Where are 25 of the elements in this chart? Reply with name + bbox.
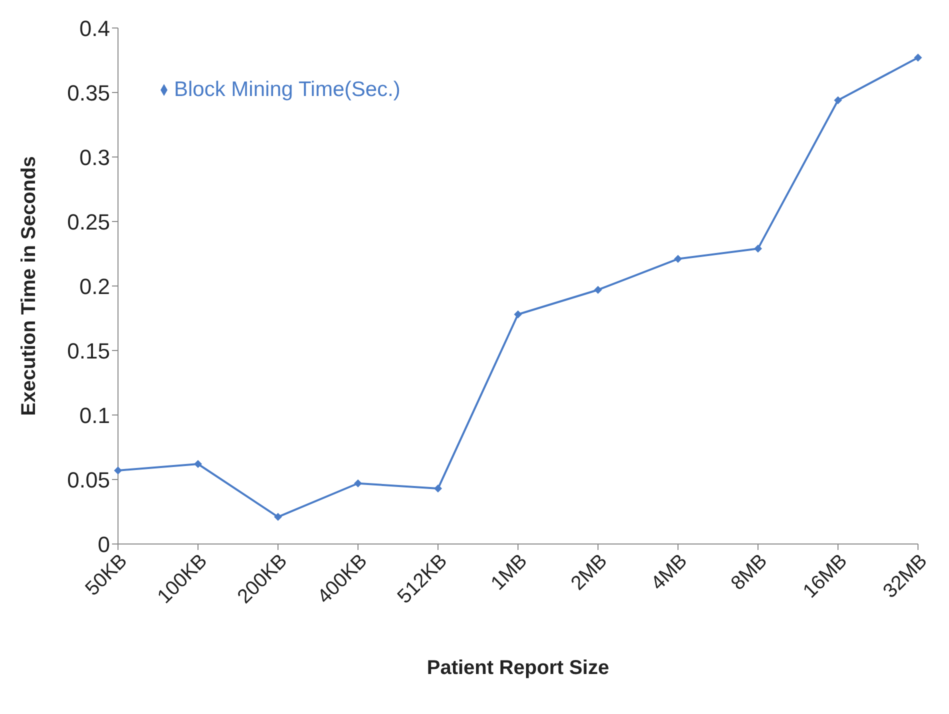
x-tick-label: 8MB	[726, 550, 772, 595]
y-tick-label: 0.4	[79, 16, 110, 41]
legend-label: Block Mining Time(Sec.)	[174, 78, 400, 101]
y-tick-label: 0.15	[67, 338, 110, 364]
x-tick-label: 4MB	[646, 550, 692, 595]
point	[114, 466, 122, 474]
y-tick-label: 0.1	[79, 402, 110, 428]
point	[514, 310, 522, 318]
point	[754, 244, 762, 253]
point	[354, 479, 362, 488]
x-axis-title: Patient Report Size	[426, 657, 610, 679]
point	[194, 460, 202, 468]
y-axis-title: Execution Time in Seconds	[18, 156, 40, 416]
y-tick-label: 0.25	[67, 209, 110, 234]
y-tick-label: 0.35	[67, 80, 110, 106]
y-tick-label: 0	[98, 532, 110, 557]
point	[274, 512, 282, 521]
y-tick-label: 0.05	[67, 467, 110, 492]
y-tick-label: 0.3	[79, 144, 110, 170]
y-tick-label: 0.2	[79, 274, 110, 299]
point	[914, 54, 922, 62]
point	[434, 484, 442, 493]
point	[834, 96, 842, 104]
point	[674, 254, 682, 263]
point	[594, 286, 602, 294]
